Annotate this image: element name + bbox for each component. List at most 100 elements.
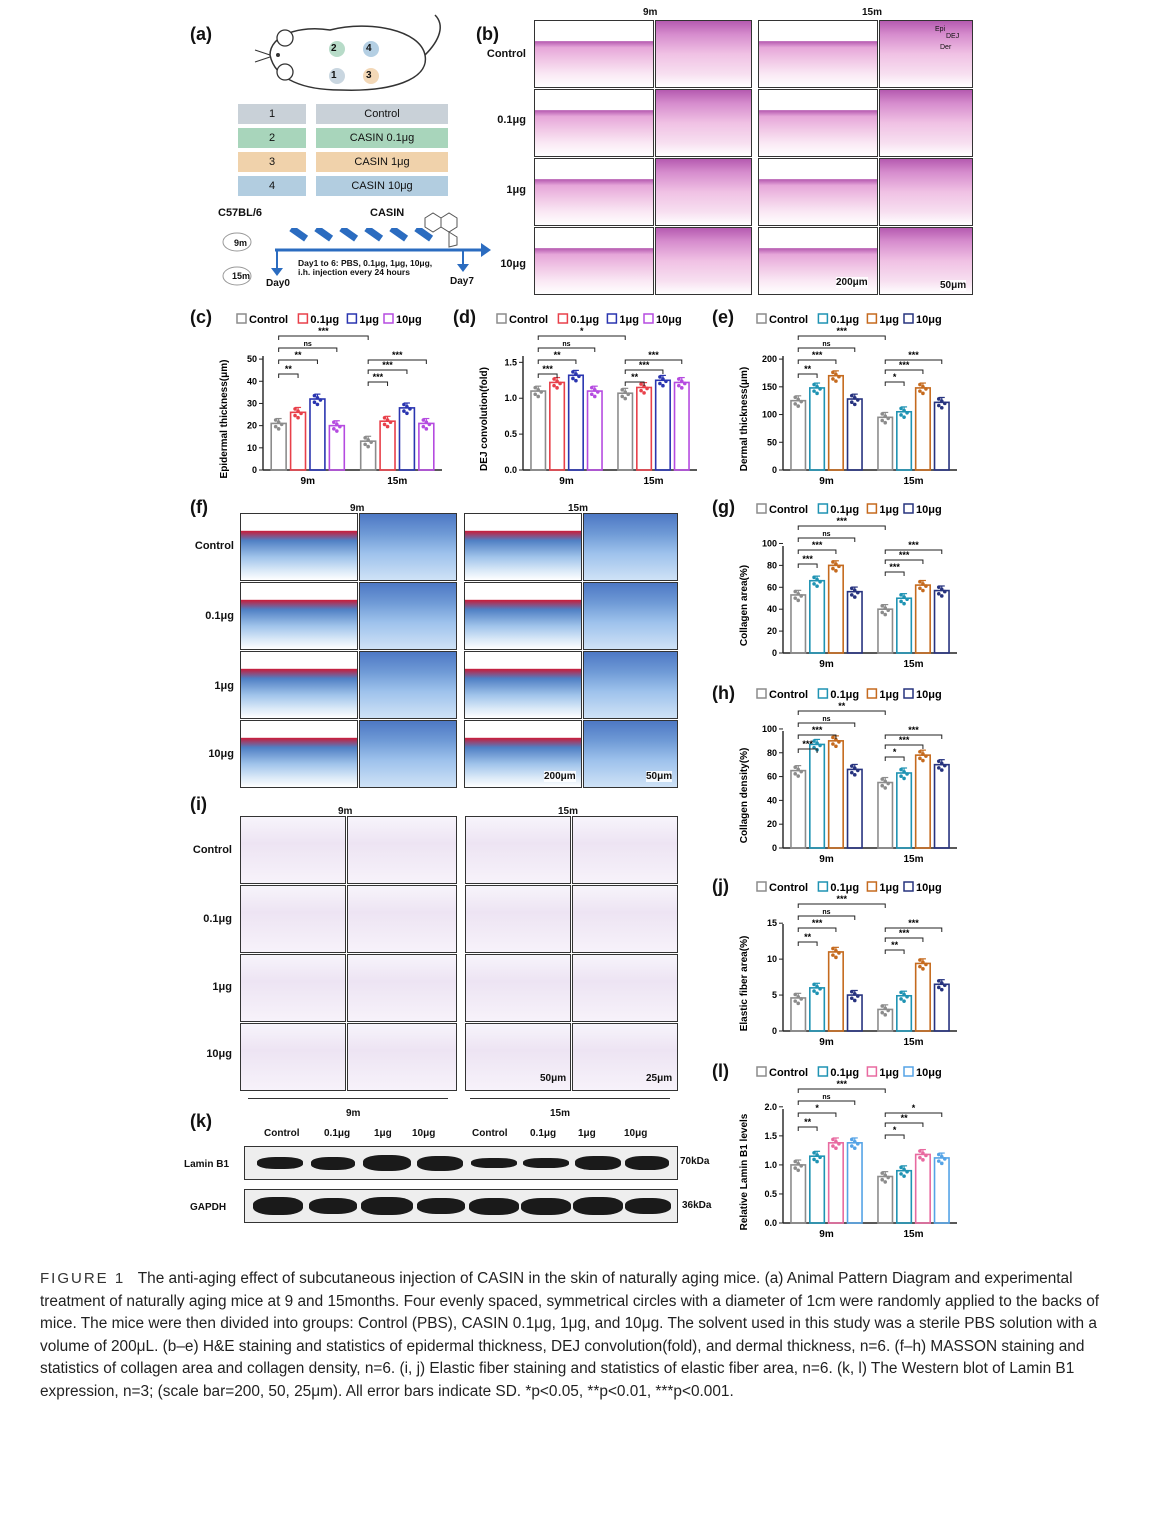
data-point <box>880 1010 885 1015</box>
data-point <box>855 994 860 998</box>
he-tile <box>534 158 654 226</box>
data-point <box>899 593 903 597</box>
bar <box>827 1142 844 1224</box>
data-point <box>812 1150 816 1155</box>
data-point <box>883 1173 888 1178</box>
data-point <box>812 575 816 580</box>
ef-tile <box>572 816 678 884</box>
significance-bracket <box>797 748 818 753</box>
significance-bracket <box>278 335 369 340</box>
significance-bracket <box>278 347 338 352</box>
data-point <box>315 396 320 400</box>
he-tile <box>655 227 752 295</box>
legend-swatch <box>756 1066 767 1077</box>
legend-swatch <box>383 313 394 324</box>
x-tick-label: 15m <box>643 476 663 487</box>
legend-swatch <box>866 881 878 892</box>
day0-label: Day0 <box>266 278 290 289</box>
circle-2 <box>329 41 345 57</box>
data-point <box>293 413 297 418</box>
legend-label: 1μg <box>879 314 899 326</box>
data-point <box>793 596 798 600</box>
significance-label: * <box>893 1125 897 1135</box>
bar <box>933 763 950 849</box>
data-point <box>812 382 816 387</box>
significance-bracket <box>367 381 389 386</box>
ef-tile <box>347 885 457 953</box>
y-tick-label: 40 <box>767 604 777 614</box>
significance-bracket <box>278 359 318 364</box>
data-point <box>905 772 909 776</box>
y-tick-label: 30 <box>247 398 257 408</box>
data-point <box>880 603 885 608</box>
y-tick-label: 0.5 <box>764 1189 777 1199</box>
data-point <box>664 379 668 384</box>
data-point <box>883 779 888 784</box>
y-tick-label: 20 <box>767 626 777 636</box>
ms-col-15m: 15m <box>568 503 589 514</box>
bar <box>790 399 807 471</box>
significance-label: *** <box>836 326 847 336</box>
data-point <box>899 599 903 604</box>
legend-label: 1μg <box>619 314 639 326</box>
ef-tile <box>240 885 346 953</box>
bar <box>790 1164 807 1224</box>
chart-g: Control 0.1μg 1μg 10μg 0 20 40 60 80 100 Collagen … <box>739 503 957 670</box>
data-point <box>555 379 559 384</box>
significance-bracket <box>797 915 856 920</box>
data-point <box>799 594 804 598</box>
legend-label: 1μg <box>879 504 899 516</box>
ms-scale-50: 50μm <box>646 771 673 782</box>
he-tile <box>655 20 752 88</box>
data-point <box>676 377 681 381</box>
caption-text: The anti-aging effect of subcutaneous in… <box>40 1270 1100 1400</box>
legend-label: 1μg <box>879 1067 899 1079</box>
data-point <box>855 1142 860 1146</box>
timeline-diagram <box>222 228 491 286</box>
x-tick-label: 9m <box>819 1037 834 1048</box>
x-tick-label: 9m <box>819 659 834 670</box>
significance-label: ** <box>901 1113 909 1123</box>
data-point <box>363 442 367 447</box>
ef-scale-50: 50μm <box>540 1073 567 1084</box>
data-point <box>424 427 429 431</box>
data-point <box>536 388 541 392</box>
data-point <box>812 989 816 993</box>
significance-bracket <box>884 1122 924 1127</box>
ef-scale-25: 25μm <box>646 1073 673 1084</box>
significance-bracket <box>537 335 626 340</box>
ef-tile <box>465 1023 571 1091</box>
data-point <box>642 384 646 389</box>
data-point <box>405 411 409 416</box>
data-point <box>880 418 885 423</box>
significance-label: *** <box>382 360 393 370</box>
significance-label: ns <box>822 341 830 348</box>
he-tag-epi: Epi <box>935 26 946 33</box>
x-tick-label: 9m <box>301 476 316 487</box>
bar <box>549 381 566 471</box>
data-point <box>796 994 801 999</box>
data-point <box>837 564 841 569</box>
data-point <box>902 992 906 997</box>
legend-swatch <box>903 881 914 892</box>
data-point <box>939 761 944 766</box>
he-tile <box>879 20 973 88</box>
data-point <box>924 962 928 967</box>
significance-label: *** <box>812 540 823 550</box>
y-tick-label: 15 <box>767 918 777 928</box>
significance-bracket <box>884 359 943 364</box>
ms-tile <box>464 651 582 719</box>
chart-c: Control 0.1μg 1μg 10μg 0 10 20 30 40 50 Epidermal … <box>219 313 442 487</box>
data-point <box>918 1149 922 1153</box>
data-point <box>661 383 665 388</box>
y-tick-label: 0 <box>252 465 257 475</box>
bar <box>846 768 863 849</box>
significance-bracket <box>367 369 408 374</box>
y-tick-label: 0.0 <box>764 1218 777 1228</box>
data-point <box>921 758 925 763</box>
bar <box>846 398 863 471</box>
ms-tile <box>240 513 358 581</box>
legend-swatch <box>756 688 767 699</box>
data-point <box>883 1006 888 1011</box>
legend-label: Control <box>769 689 808 701</box>
